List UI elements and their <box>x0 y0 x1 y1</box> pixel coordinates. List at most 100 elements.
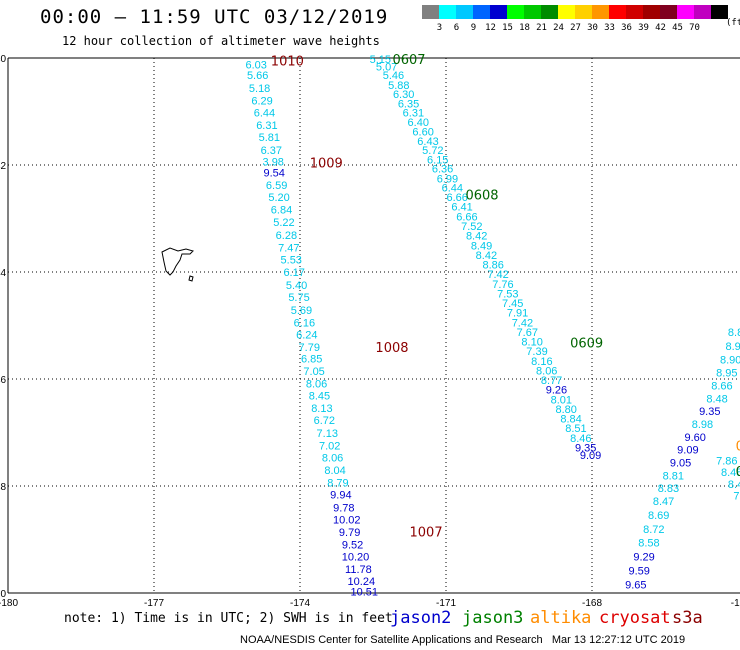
pass-time-label: 1009 <box>310 156 343 171</box>
swh-value: 8.46 <box>570 433 591 445</box>
swh-value: 5.75 <box>288 292 309 304</box>
swh-value: 5.88 <box>388 80 409 92</box>
swh-value: 5.20 <box>268 192 289 204</box>
scale-label: 21 <box>536 23 547 33</box>
swh-value: 7.47 <box>278 242 299 254</box>
swh-value: 7.13 <box>317 428 338 440</box>
swh-value: 8.45 <box>309 391 330 403</box>
y-tick-label: -40 <box>0 54 6 65</box>
y-tick-label: -48 <box>0 482 6 493</box>
swh-value: 8.4 <box>728 479 740 491</box>
scale-label: 15 <box>502 23 513 33</box>
scale-label: 9 <box>470 23 477 33</box>
swh-value: 8.95 <box>716 368 737 380</box>
swh-value: 9.35 <box>699 406 720 418</box>
map-axes: -180 -177 -174 -171 -168 -16 -40 -42 -44 -46 -48 -5… <box>0 54 740 609</box>
swh-value: 8.58 <box>638 538 659 550</box>
pass-time-label: 0609 <box>570 337 603 352</box>
swh-value: 8.51 <box>565 423 586 435</box>
swh-value: 7.86 <box>716 455 737 467</box>
swh-value: 8.86 <box>482 260 503 272</box>
swh-value: 6.72 <box>314 415 335 427</box>
swh-value: 7.67 <box>517 327 538 339</box>
scale-swatch <box>439 5 456 19</box>
swh-value: 6.44 <box>254 108 275 120</box>
swh-value: 9.26 <box>546 385 567 397</box>
swh-value: 8.06 <box>536 365 557 377</box>
scale-swatch <box>643 5 660 19</box>
scale-label: 39 <box>638 23 649 33</box>
swh-value: 9.09 <box>580 450 601 462</box>
swh-value: 8.06 <box>306 378 327 390</box>
swh-value: 9.52 <box>342 539 363 551</box>
footer-note: note: 1) Time is in UTC; 2) SWH is in fe… <box>64 611 393 626</box>
scale-label: 18 <box>519 23 530 33</box>
satellite-legend-item: jason3 <box>462 608 524 628</box>
swh-value: 8.04 <box>324 465 345 477</box>
swh-value: 6.15 <box>427 155 448 167</box>
satellite-legend-item: s3a <box>672 608 703 628</box>
x-tick-label: -177 <box>144 598 164 609</box>
scale-swatch <box>524 5 541 19</box>
swh-value: 9.78 <box>333 502 354 514</box>
swh-value: 8.49 <box>471 240 492 252</box>
swh-value: 5.81 <box>259 132 280 144</box>
swh-value: 7.53 <box>497 288 518 300</box>
swh-value: 6.35 <box>398 98 419 110</box>
swh-value: 9.94 <box>330 490 351 502</box>
map-title: 00:00 – 11:59 UTC 03/12/2019 <box>40 6 389 28</box>
swh-value: 7.02 <box>319 440 340 452</box>
swh-value: 10.24 <box>348 576 376 588</box>
pass-time-label: 1007 <box>410 525 443 540</box>
y-tick-label: -46 <box>0 375 6 386</box>
swh-value: 8.90 <box>720 355 740 367</box>
swh-value: 8.47 <box>653 496 674 508</box>
swh-value: 10.02 <box>333 515 361 527</box>
scale-label: 27 <box>570 23 581 33</box>
swh-value: 6.59 <box>266 180 287 192</box>
swh-value: 6.84 <box>271 204 292 216</box>
scale-swatch <box>422 5 439 19</box>
satellite-legend-item: cryosat <box>599 608 671 628</box>
scale-swatch <box>660 5 677 19</box>
swh-value: 5.72 <box>422 145 443 157</box>
pass-time-label: 0 <box>736 465 740 480</box>
swh-value: 8.06 <box>322 453 343 465</box>
swh-value: 6.30 <box>393 89 414 101</box>
swh-value: 7.42 <box>487 269 508 281</box>
swh-value: 6.37 <box>261 145 282 157</box>
x-tick-label: -180 <box>0 598 18 609</box>
swh-value: 9.35 <box>575 442 596 454</box>
swh-value: 5.53 <box>281 255 302 267</box>
swh-value: 5.18 <box>249 83 270 95</box>
swh-value: 6.24 <box>296 330 317 342</box>
scale-label: 3 <box>436 23 443 33</box>
swh-value: 8.48 <box>706 393 727 405</box>
scale-label: 70 <box>689 23 700 33</box>
swh-value: 7.39 <box>526 346 547 358</box>
scale-label: 24 <box>553 23 564 33</box>
y-tick-label: -42 <box>0 161 6 172</box>
scale-label: 12 <box>485 23 496 33</box>
swh-value: 9.60 <box>684 432 705 444</box>
swh-value: 10.20 <box>342 552 370 564</box>
swh-value: 8.66 <box>711 380 732 392</box>
scale-label: 30 <box>587 23 598 33</box>
swh-value: 5.69 <box>291 305 312 317</box>
swh-value: 3.98 <box>263 156 284 168</box>
scale-swatch <box>592 5 609 19</box>
swh-value: 7. <box>733 491 740 503</box>
swh-value: 8.81 <box>663 470 684 482</box>
y-tick-label: -44 <box>0 268 6 279</box>
scale-swatch <box>541 5 558 19</box>
x-tick-label: -171 <box>436 598 456 609</box>
scale-swatch <box>490 5 507 19</box>
swh-value: 9.09 <box>677 445 698 457</box>
swh-value: 6.31 <box>256 120 277 132</box>
swh-value: 8.79 <box>327 477 348 489</box>
scale-unit-label: (ft) <box>726 18 740 28</box>
map-subtitle: 12 hour collection of altimeter wave hei… <box>62 34 380 48</box>
swh-value: 7.52 <box>461 221 482 233</box>
swh-value: 8.77 <box>541 375 562 387</box>
